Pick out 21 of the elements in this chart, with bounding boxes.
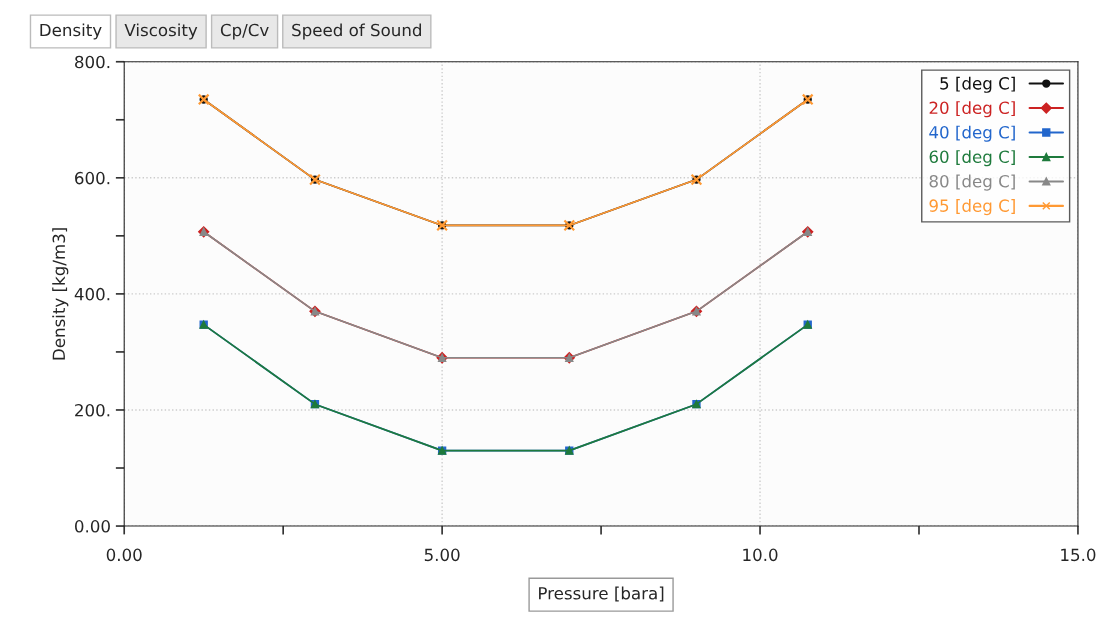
y-tick-label: 200. xyxy=(75,403,110,417)
y-tick-label: 400. xyxy=(74,287,110,301)
legend-label: 80 [deg C] xyxy=(929,174,1015,191)
y-tick-label: 600. xyxy=(75,171,110,185)
legend-label: 20 [deg C] xyxy=(929,101,1015,118)
text: Speed of Sound xyxy=(292,23,421,40)
y-tick-label: 800. xyxy=(75,55,110,69)
legend-label: 95 [deg C] xyxy=(929,199,1015,216)
text: Viscosity xyxy=(124,23,198,40)
x-tick-label: 15.0 xyxy=(1061,548,1096,562)
y-axis-title: Density [kg/m3] xyxy=(52,228,69,360)
x-axis-title: Pressure [bara] xyxy=(539,586,664,602)
x-tick-label: 10.0 xyxy=(743,548,778,562)
legend-label: 5 [deg C] xyxy=(940,76,1015,93)
y-tick-label: 0.00 xyxy=(75,520,110,533)
legend-label: 40 [deg C] xyxy=(929,125,1015,142)
x-tick-label: 5.00 xyxy=(424,548,460,562)
x-tick-label: 0.00 xyxy=(106,548,142,562)
text: Density xyxy=(40,23,102,40)
legend-label: 60 [deg C] xyxy=(929,150,1015,167)
text: Cp/Cv xyxy=(220,23,269,40)
